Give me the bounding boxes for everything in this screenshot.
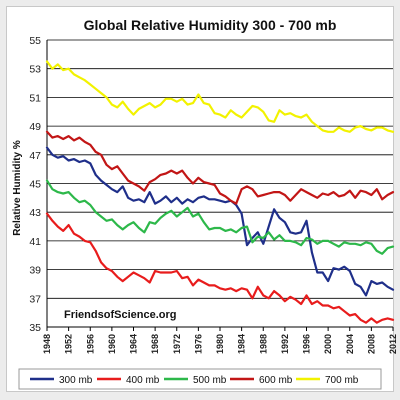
y-tick-label: 35 (29, 322, 41, 334)
legend: 300 mb 400 mb 500 mb 600 mb 700 mb (18, 368, 382, 390)
legend-label-600-mb: 600 mb (259, 375, 293, 386)
x-tick-label: 1968 (150, 334, 160, 354)
series-line-400-mb (45, 212, 395, 324)
legend-label-700-mb: 700 mb (325, 375, 359, 386)
x-tick-label: 1964 (129, 334, 139, 354)
series-line-600-mb (45, 130, 395, 205)
x-tick-label: 1996 (302, 334, 312, 354)
y-tick-label: 55 (29, 35, 41, 47)
x-tick-label: 1992 (280, 334, 290, 354)
watermark-text: FriendsofScience.org (64, 309, 176, 321)
x-tick-label: 1972 (172, 334, 182, 354)
series-line-300-mb (45, 146, 395, 297)
x-tick-label: 1960 (107, 334, 117, 354)
y-axis-label: Relative Humidity % (12, 140, 23, 236)
y-tick-label: 53 (29, 64, 41, 76)
chart-title: Global Relative Humidity 300 - 700 mb (84, 17, 337, 33)
series-line-700-mb (45, 60, 395, 133)
y-tick-label: 37 (29, 293, 41, 305)
series-layer (45, 60, 395, 324)
axis-layer: 35 37 39 41 43 45 47 49 51 53 55 1948 1952 1956 1960 19… (29, 35, 398, 354)
y-tick-label: 39 (29, 265, 41, 277)
x-tick-label: 2008 (366, 334, 376, 354)
y-tick-label: 41 (29, 236, 41, 248)
y-tick-label: 51 (29, 92, 41, 104)
x-tick-label: 2012 (388, 334, 398, 354)
y-tick-label: 45 (29, 179, 41, 191)
y-tick-label: 49 (29, 121, 41, 133)
grid-layer (47, 39, 393, 328)
x-tick-label: 2004 (345, 334, 355, 354)
x-tick-label: 1984 (237, 334, 247, 354)
x-tick-label: 1988 (258, 334, 268, 354)
legend-label-500-mb: 500 mb (193, 375, 227, 386)
y-tick-label: 43 (29, 207, 41, 219)
series-line-500-mb (45, 179, 395, 255)
legend-label-400-mb: 400 mb (126, 375, 160, 386)
y-tick-label: 47 (29, 150, 41, 162)
x-tick-label: 1948 (42, 334, 52, 354)
legend-label-300-mb: 300 mb (59, 375, 93, 386)
legend-box (18, 368, 382, 390)
x-tick-label: 1956 (85, 334, 95, 354)
x-tick-label: 2000 (323, 334, 333, 354)
x-tick-label: 1976 (193, 334, 203, 354)
x-tick-label: 1980 (215, 334, 225, 354)
x-tick-label: 1952 (64, 334, 74, 354)
